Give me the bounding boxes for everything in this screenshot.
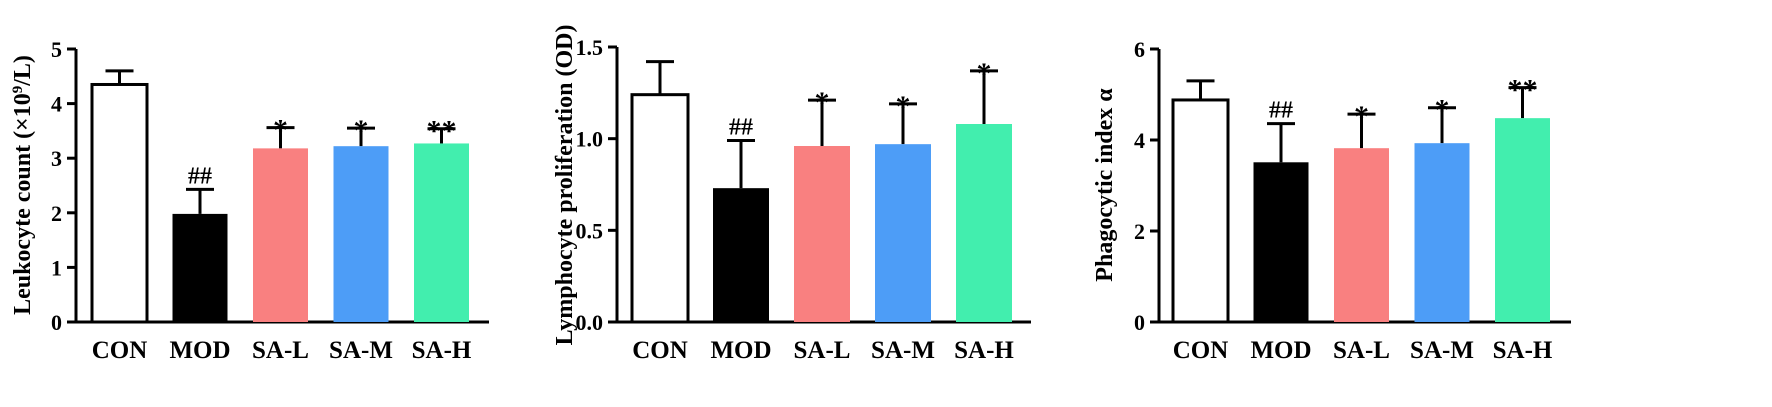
significance-label: ## [1269, 98, 1293, 124]
chart-body: 0 2 4 6 CON MOD ## SA-L * SA-M * SA-H ** [1134, 37, 1571, 364]
bar-sa-m [875, 144, 931, 322]
x-tick-label: SA-L [252, 337, 309, 364]
y-tick-label: 6 [1134, 37, 1145, 62]
x-tick-label: SA-L [794, 337, 851, 364]
bar-mod [713, 188, 769, 322]
y-tick-label: 5 [51, 37, 62, 62]
significance-label: * [1435, 94, 1450, 127]
bar-sa-l [253, 148, 308, 322]
y-tick-label: 0 [1134, 310, 1145, 335]
bar-sa-m [1414, 143, 1470, 322]
y-tick-label: 2 [1134, 219, 1145, 244]
significance-label: ## [729, 115, 753, 141]
y-tick-label: 0.5 [576, 218, 604, 243]
chart-panel-leukocyte: Leukocyte count (×109/L) 0 1 2 3 4 5 CON MOD ## S… [10, 37, 489, 364]
chart-body: 0.0 0.5 1.0 1.5 CON MOD ## SA-L * SA-M * SA-H * [576, 35, 1031, 364]
bar-sa-h [956, 124, 1012, 322]
x-tick-label: SA-M [1410, 337, 1474, 364]
y-tick-label: 0 [51, 310, 62, 335]
x-tick-label: SA-H [1493, 337, 1553, 364]
y-axis-title: Phagocytic index α [1092, 88, 1118, 282]
y-tick-label: 4 [51, 92, 62, 117]
bar-mod [1253, 162, 1309, 322]
x-tick-label: SA-M [871, 337, 935, 364]
bar-con [90, 82, 149, 324]
bar-mod [172, 213, 228, 322]
significance-label: * [977, 57, 992, 90]
significance-label: ## [188, 163, 212, 189]
x-tick-label: CON [1173, 337, 1229, 364]
y-tick-label: 1.0 [576, 127, 604, 152]
y-tick-label: 2 [51, 201, 62, 226]
y-axis-title: Leukocyte count (×109/L) [10, 55, 36, 315]
significance-label: * [354, 114, 369, 147]
x-tick-label: MOD [169, 337, 230, 364]
significance-label: ** [427, 115, 457, 148]
bar-sa-h [1495, 118, 1550, 322]
chart-panel-phagocytic: Phagocytic index α 0 2 4 6 CON MOD ## SA-L * SA-M… [1092, 37, 1571, 364]
significance-label: * [815, 86, 830, 119]
significance-label: ** [1508, 74, 1538, 107]
y-tick-label: 1.5 [576, 35, 604, 60]
bar-con [630, 93, 690, 324]
y-tick-label: 4 [1134, 128, 1145, 153]
significance-label: * [1354, 100, 1369, 133]
y-tick-label: 1 [51, 255, 62, 280]
chart-panel-lymphocyte: Lymphocyte proliferation (OD) 0.0 0.5 1.0 1… [552, 25, 1031, 364]
x-tick-label: SA-M [329, 337, 393, 364]
bar-sa-h [414, 143, 469, 322]
bar-sa-l [1334, 148, 1389, 322]
x-tick-label: CON [92, 337, 148, 364]
significance-label: * [273, 114, 288, 147]
y-tick-label: 3 [51, 146, 62, 171]
chart-body: 0 1 2 3 4 5 CON MOD ## SA-L * SA-M * SA-H ** [51, 37, 489, 364]
y-axis-title: Lymphocyte proliferation (OD) [552, 25, 578, 346]
x-tick-label: CON [632, 337, 688, 364]
bar-sa-l [794, 146, 850, 322]
x-tick-label: SA-L [1333, 337, 1390, 364]
x-tick-label: MOD [1250, 337, 1311, 364]
significance-label: * [896, 90, 911, 123]
bar-con [1171, 98, 1230, 324]
x-tick-label: MOD [710, 337, 771, 364]
x-tick-label: SA-H [412, 337, 472, 364]
x-tick-label: SA-H [954, 337, 1014, 364]
y-tick-label: 0.0 [576, 310, 604, 335]
bar-sa-m [333, 146, 389, 322]
